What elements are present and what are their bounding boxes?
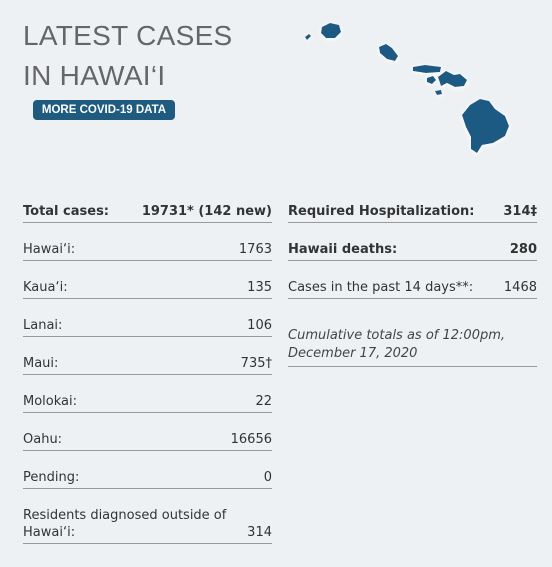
stat-label: Residents diagnosed outside of Hawai‘i:	[23, 508, 227, 540]
stat-label: Kaua‘i:	[23, 280, 68, 295]
stat-label: Maui:	[23, 356, 59, 371]
title: LATEST CASES IN HAWAI‘I	[23, 20, 233, 91]
stat-value: 0	[263, 470, 272, 485]
stat-label: Lanai:	[23, 318, 63, 333]
summary-list: Required Hospitalization: 314‡ Hawaii deat…	[288, 203, 537, 367]
stat-label: Pending:	[23, 470, 80, 485]
timestamp-note: Cumulative totals as of 12:00pm, Decembe…	[288, 317, 537, 367]
stat-label: Oahu:	[23, 432, 63, 447]
stat-label: Hawai‘i:	[23, 242, 76, 257]
covid-data-button[interactable]: MORE COVID-19 DATA	[33, 100, 175, 120]
stat-value: 16656	[230, 432, 272, 447]
stat-row: Molokai: 22	[23, 393, 272, 413]
stat-value: 314	[247, 525, 272, 540]
county-list: Total cases: 19731* (142 new) Hawai‘i: 1763…	[23, 203, 272, 562]
hawaii-map	[305, 23, 509, 153]
stat-value: 106	[247, 318, 272, 333]
stat-row: Required Hospitalization: 314‡	[288, 203, 537, 223]
stat-row: Oahu: 16656	[23, 431, 272, 451]
stat-row: Lanai: 106	[23, 317, 272, 337]
stat-row: Hawai‘i: 1763	[23, 241, 272, 261]
stat-value: 314‡	[503, 204, 537, 219]
stat-value: 280	[509, 242, 537, 257]
stat-row: Maui: 735†	[23, 355, 272, 375]
stat-row: Residents diagnosed outside of Hawai‘i: 3…	[23, 507, 272, 544]
stat-value: 1763	[238, 242, 272, 257]
stat-label: Total cases:	[23, 204, 110, 219]
stat-label: Cases in the past 14 days**:	[288, 280, 474, 295]
stat-row: Hawaii deaths: 280	[288, 241, 537, 261]
stat-value: 22	[255, 394, 272, 409]
stat-value: 19731* (142 new)	[141, 204, 272, 219]
stat-label: Required Hospitalization:	[288, 204, 475, 219]
stat-row: Total cases: 19731* (142 new)	[23, 203, 272, 223]
stat-row: Kaua‘i: 135	[23, 279, 272, 299]
stat-row: Cases in the past 14 days**: 1468	[288, 279, 537, 299]
stat-value: 135	[247, 280, 272, 295]
stat-value: 1468	[503, 280, 537, 295]
stat-value: 735†	[240, 356, 272, 371]
stat-row: Pending: 0	[23, 469, 272, 489]
stat-label: Hawaii deaths:	[288, 242, 398, 257]
stat-label: Molokai:	[23, 394, 77, 409]
